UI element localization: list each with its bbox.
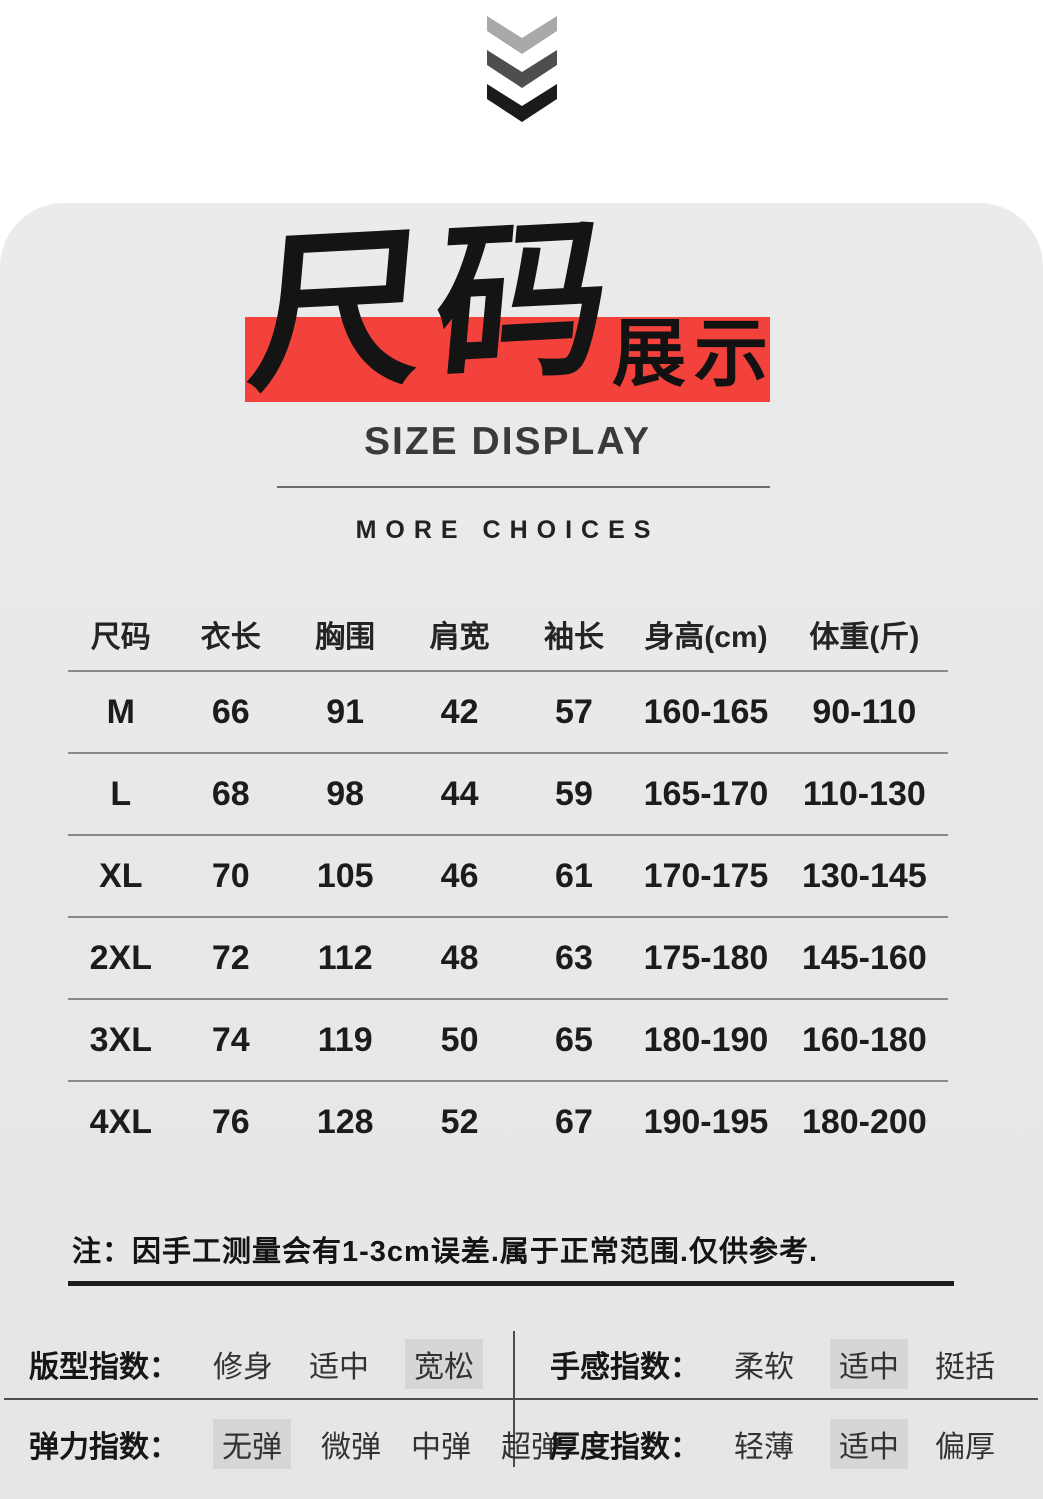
red-title-banner [245,317,770,402]
value-cell: 119 [317,1020,373,1059]
header-cell-sleeve: 袖长 [543,621,604,654]
value-cell: 74 [211,1020,250,1059]
value-cell: 130-145 [801,856,927,895]
size-table: 尺码 衣长 胸围 肩宽 袖长 身高(cm) 体重(斤) M 66 91 42 5… [68,598,948,1162]
value-cell: 44 [440,774,479,813]
stretch-option-super: 超弹 [501,1431,561,1464]
value-cell: 46 [440,856,479,895]
size-cell: XL [99,856,143,895]
size-cell: 4XL [89,1102,152,1141]
value-cell: 52 [440,1102,479,1141]
fit-option-regular: 适中 [309,1351,369,1384]
value-cell: 70 [211,856,250,895]
table-row-2xl: 2XL 72 112 48 63 175-180 145-160 [68,918,948,1000]
fit-option-slim: 修身 [213,1351,273,1384]
stretch-index: 弹力指数： 无弹 微弹 中弹 超弹 [29,1416,591,1472]
header-cell-height: 身高(cm) [644,621,768,654]
table-header-row: 尺码 衣长 胸围 肩宽 袖长 身高(cm) 体重(斤) [68,598,948,672]
feel-option-medium: 适中 [830,1339,908,1389]
size-cell: 2XL [89,938,152,977]
table-row-4xl: 4XL 76 128 52 67 190-195 180-200 [68,1082,948,1162]
subtitle-en: MORE CHOICES [355,516,660,544]
header-cell-shoulder: 肩宽 [429,621,490,654]
value-cell: 90-110 [812,692,917,731]
index-grid-vertical-divider [513,1331,515,1467]
stretch-option-slight: 微弹 [321,1431,381,1464]
fit-index-label: 版型指数： [29,1351,179,1384]
thickness-option-thick: 偏厚 [935,1431,995,1464]
value-cell: 65 [555,1020,593,1059]
measurement-note: 注：因手工测量会有1-3cm误差.属于正常范围.仅供参考. [72,1236,819,1268]
thickness-option-medium: 适中 [830,1419,908,1469]
header-cell-chest: 胸围 [315,621,376,654]
value-cell: 180-200 [801,1102,927,1141]
value-cell: 91 [326,692,365,731]
value-cell: 128 [316,1102,374,1141]
value-cell: 175-180 [643,938,769,977]
value-cell: 180-190 [643,1020,769,1059]
value-cell: 63 [555,938,593,977]
value-cell: 170-175 [643,856,769,895]
value-cell: 72 [211,938,250,977]
title-suffix-zh: 展示 [612,312,776,395]
index-grid-horizontal-divider [4,1398,1038,1400]
value-cell: 190-195 [643,1102,769,1141]
triple-chevron-down-icon [487,16,557,122]
fit-option-loose: 宽松 [405,1339,483,1389]
chevron-middle [487,50,557,88]
value-cell: 165-170 [643,774,769,813]
feel-index-label: 手感指数： [550,1351,700,1384]
value-cell: 50 [440,1020,479,1059]
feel-option-crisp: 挺括 [935,1351,995,1384]
stretch-index-label: 弹力指数： [29,1431,179,1464]
value-cell: 59 [555,774,593,813]
note-rule [68,1281,954,1286]
table-row-l: L 68 98 44 59 165-170 110-130 [68,754,948,836]
header-cell-weight: 体重(斤) [809,621,920,654]
stretch-option-none: 无弹 [213,1419,291,1469]
table-row-m: M 66 91 42 57 160-165 90-110 [68,672,948,754]
thickness-index: 厚度指数： 轻薄 适中 偏厚 [550,1416,1031,1472]
value-cell: 57 [555,692,593,731]
chevron-top [487,16,557,54]
feel-option-soft: 柔软 [734,1351,794,1384]
value-cell: 68 [211,774,250,813]
value-cell: 160-180 [801,1020,927,1059]
thickness-option-thin: 轻薄 [734,1431,794,1464]
value-cell: 160-165 [643,692,769,731]
table-row-xl: XL 70 105 46 61 170-175 130-145 [68,836,948,918]
value-cell: 145-160 [801,938,927,977]
stretch-option-medium: 中弹 [411,1431,471,1464]
value-cell: 110-130 [802,774,926,813]
table-row-3xl: 3XL 74 119 50 65 180-190 160-180 [68,1000,948,1082]
value-cell: 105 [316,856,374,895]
value-cell: 66 [211,692,250,731]
header-cell-length: 衣长 [200,621,261,654]
value-cell: 76 [211,1102,250,1141]
size-cell: M [106,692,135,731]
value-cell: 61 [555,856,593,895]
fit-index: 版型指数： 修身 适中 宽松 [29,1336,510,1392]
thickness-index-label: 厚度指数： [550,1431,700,1464]
feel-index: 手感指数： 柔软 适中 挺括 [550,1336,1031,1392]
chevron-bottom [487,84,557,122]
size-cell: L [110,774,132,813]
value-cell: 48 [440,938,479,977]
value-cell: 98 [326,774,365,813]
title-divider [277,486,770,488]
header-cell-size: 尺码 [90,621,151,654]
size-cell: 3XL [89,1020,152,1059]
value-cell: 42 [440,692,479,731]
title-en: SIZE DISPLAY [364,420,651,463]
value-cell: 67 [555,1102,593,1141]
value-cell: 112 [317,938,373,977]
